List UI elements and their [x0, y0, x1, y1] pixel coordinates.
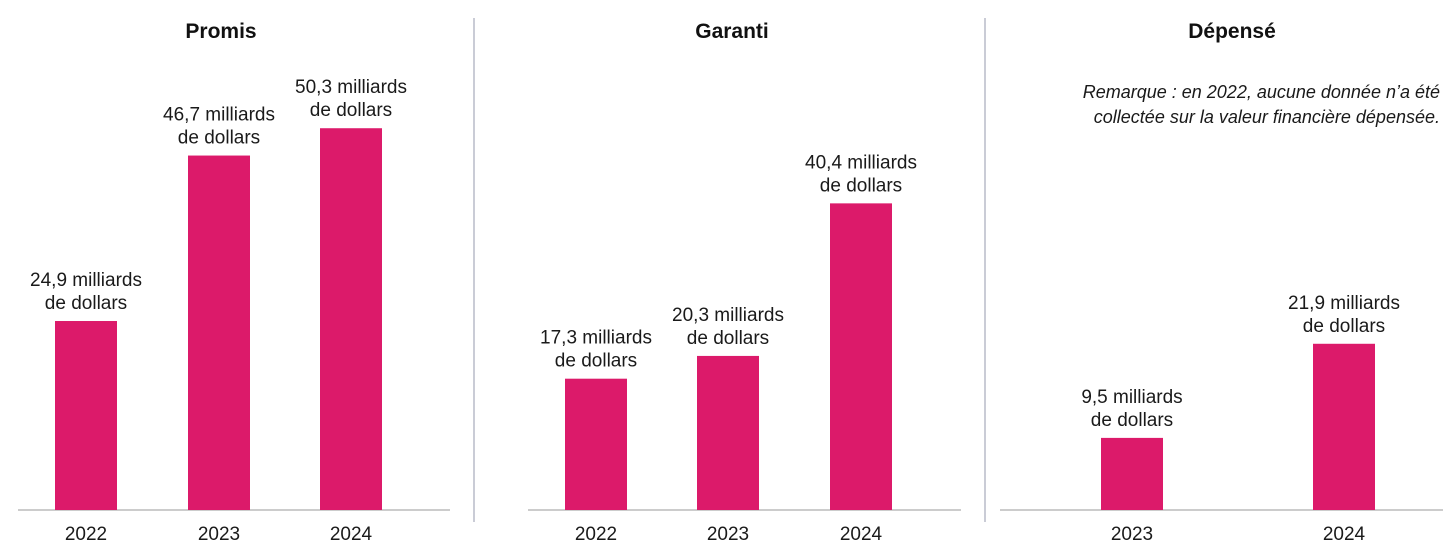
bar-garanti-2024: [830, 203, 892, 510]
data-label-garanti-2024-value: 40,4 milliards: [805, 152, 917, 173]
bar-garanti-2023: [697, 355, 759, 510]
data-label-depense-2023-value: 9,5 milliards: [1081, 387, 1182, 408]
tick-label-depense-2023: 2023: [1111, 524, 1153, 545]
note-line-2: collectée sur la valeur financière dépen…: [1094, 107, 1440, 127]
tick-label-garanti-2023: 2023: [707, 524, 749, 545]
data-label-promis-2022-unit: de dollars: [45, 293, 127, 314]
bar-promis-2023: [188, 155, 250, 510]
data-label-garanti-2022-unit: de dollars: [555, 351, 637, 372]
tick-label-depense-2024: 2024: [1323, 524, 1366, 545]
data-label-promis-2023-value: 46,7 milliards: [163, 105, 275, 126]
tick-label-promis-2024: 2024: [330, 524, 373, 545]
tick-label-garanti-2022: 2022: [575, 524, 617, 545]
data-label-depense-2024-value: 21,9 milliards: [1288, 293, 1400, 314]
panel-title-garanti: Garanti: [695, 20, 769, 43]
data-label-depense-2024-unit: de dollars: [1303, 316, 1385, 337]
tick-label-garanti-2024: 2024: [840, 524, 883, 545]
data-label-garanti-2022-value: 17,3 milliards: [540, 328, 652, 349]
bar-promis-2022: [55, 321, 117, 510]
panel-title-depense: Dépensé: [1188, 20, 1276, 43]
bar-garanti-2022: [565, 378, 627, 510]
data-label-garanti-2024-unit: de dollars: [820, 175, 902, 196]
data-label-depense-2023-unit: de dollars: [1091, 410, 1173, 431]
data-label-promis-2024-unit: de dollars: [310, 100, 392, 121]
data-label-garanti-2023-value: 20,3 milliards: [672, 305, 784, 326]
tick-label-promis-2023: 2023: [198, 524, 240, 545]
panel-title-promis: Promis: [185, 20, 256, 43]
note-line-1: Remarque : en 2022, aucune donnée n’a ét…: [1083, 82, 1440, 102]
data-label-promis-2024-value: 50,3 milliards: [295, 77, 407, 98]
data-label-promis-2023-unit: de dollars: [178, 128, 260, 149]
bar-depense-2024: [1313, 343, 1375, 510]
bar-depense-2023: [1101, 437, 1163, 510]
data-label-promis-2022-value: 24,9 milliards: [30, 270, 142, 291]
tick-label-promis-2022: 2022: [65, 524, 107, 545]
bar-promis-2024: [320, 128, 382, 510]
data-label-garanti-2023-unit: de dollars: [687, 328, 769, 349]
